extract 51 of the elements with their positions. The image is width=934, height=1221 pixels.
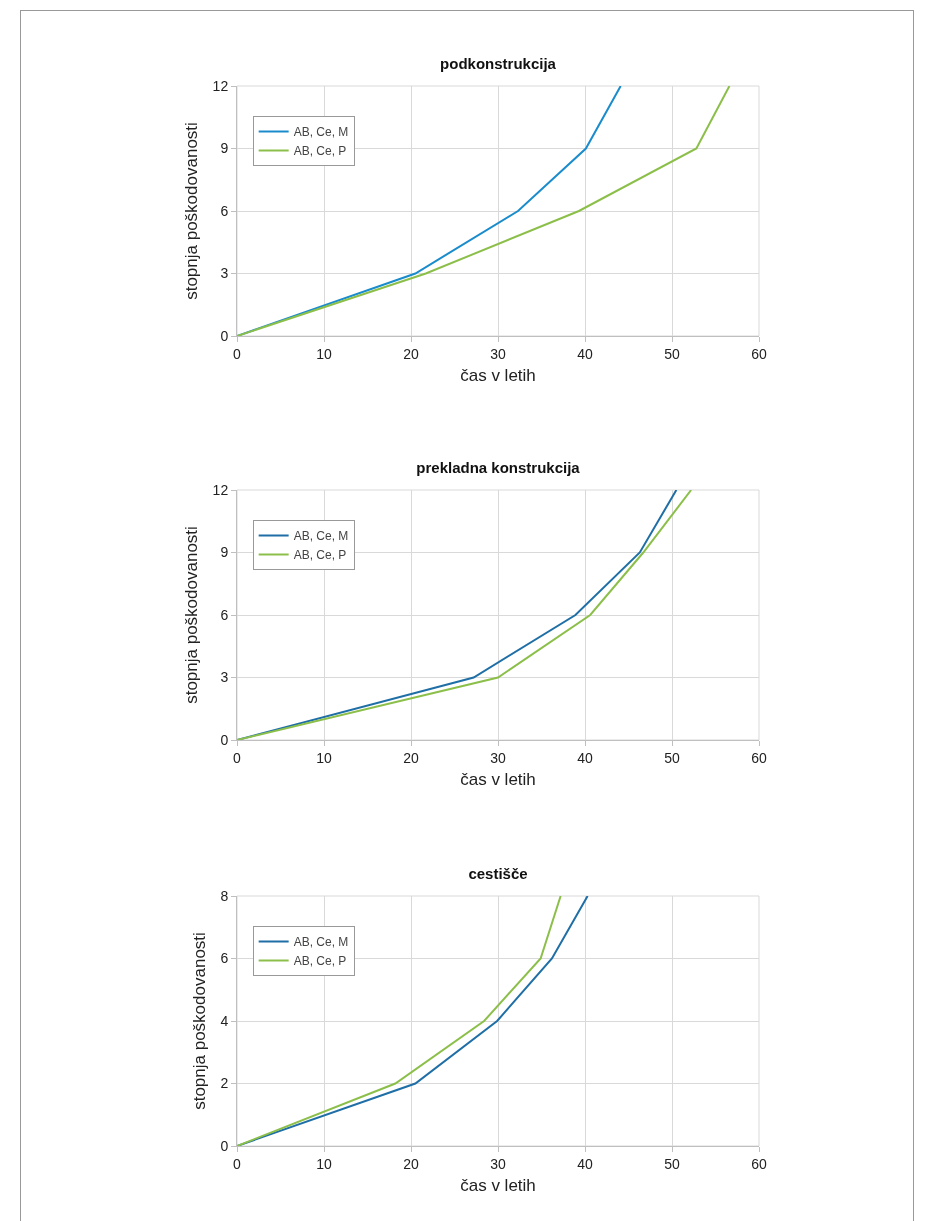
x-tick-label: 10 <box>316 1155 332 1172</box>
y-tick-label: 0 <box>220 327 229 344</box>
x-tick-label: 20 <box>403 345 419 362</box>
y-tick-label: 2 <box>220 1075 229 1092</box>
y-tick-label: 0 <box>220 731 229 748</box>
chart-title: cestišče <box>468 865 528 883</box>
y-axis-title: stopnja poškodovanosti <box>189 932 209 1110</box>
y-tick-label: 12 <box>212 77 229 94</box>
x-tick-label: 0 <box>233 345 242 362</box>
legend-label: AB, Ce, P <box>293 144 347 159</box>
x-tick-label: 30 <box>490 1155 506 1172</box>
x-tick-label: 20 <box>403 1155 419 1172</box>
x-tick-label: 60 <box>751 749 767 766</box>
y-tick-label: 9 <box>220 140 229 157</box>
legend-label: AB, Ce, M <box>293 935 349 950</box>
x-axis-title: čas v letih <box>460 366 536 386</box>
x-tick-label: 0 <box>233 749 242 766</box>
y-tick-label: 4 <box>220 1012 229 1029</box>
x-tick-label: 30 <box>490 749 506 766</box>
x-tick-label: 40 <box>577 749 593 766</box>
x-axis-title: čas v letih <box>460 1176 536 1196</box>
y-axis-title: stopnja poškodovanosti <box>182 526 202 704</box>
x-tick-label: 0 <box>233 1155 242 1172</box>
x-tick-label: 50 <box>664 345 680 362</box>
x-tick-label: 50 <box>664 1155 680 1172</box>
y-tick-label: 8 <box>220 887 229 904</box>
y-tick-label: 3 <box>220 265 229 282</box>
x-tick-label: 40 <box>577 345 593 362</box>
y-tick-label: 9 <box>220 544 229 561</box>
x-tick-label: 60 <box>751 345 767 362</box>
x-axis-title: čas v letih <box>460 770 536 790</box>
x-tick-label: 20 <box>403 749 419 766</box>
chart-title: podkonstrukcija <box>440 55 557 73</box>
y-tick-label: 6 <box>220 950 229 967</box>
x-tick-label: 40 <box>577 1155 593 1172</box>
x-tick-label: 10 <box>316 345 332 362</box>
y-tick-label: 12 <box>212 481 229 498</box>
x-tick-label: 30 <box>490 345 506 362</box>
x-tick-label: 60 <box>751 1155 767 1172</box>
legend-label: AB, Ce, M <box>293 529 349 544</box>
y-tick-label: 6 <box>220 606 229 623</box>
x-tick-label: 50 <box>664 749 680 766</box>
y-tick-label: 0 <box>220 1137 229 1154</box>
legend-label: AB, Ce, P <box>293 548 347 563</box>
chart-title: prekladna konstrukcija <box>416 459 581 477</box>
y-tick-label: 3 <box>220 669 229 686</box>
x-tick-label: 10 <box>316 749 332 766</box>
y-tick-label: 6 <box>220 202 229 219</box>
legend-label: AB, Ce, P <box>293 954 347 969</box>
y-axis-title: stopnja poškodovanosti <box>182 122 202 300</box>
legend-label: AB, Ce, M <box>293 125 349 140</box>
